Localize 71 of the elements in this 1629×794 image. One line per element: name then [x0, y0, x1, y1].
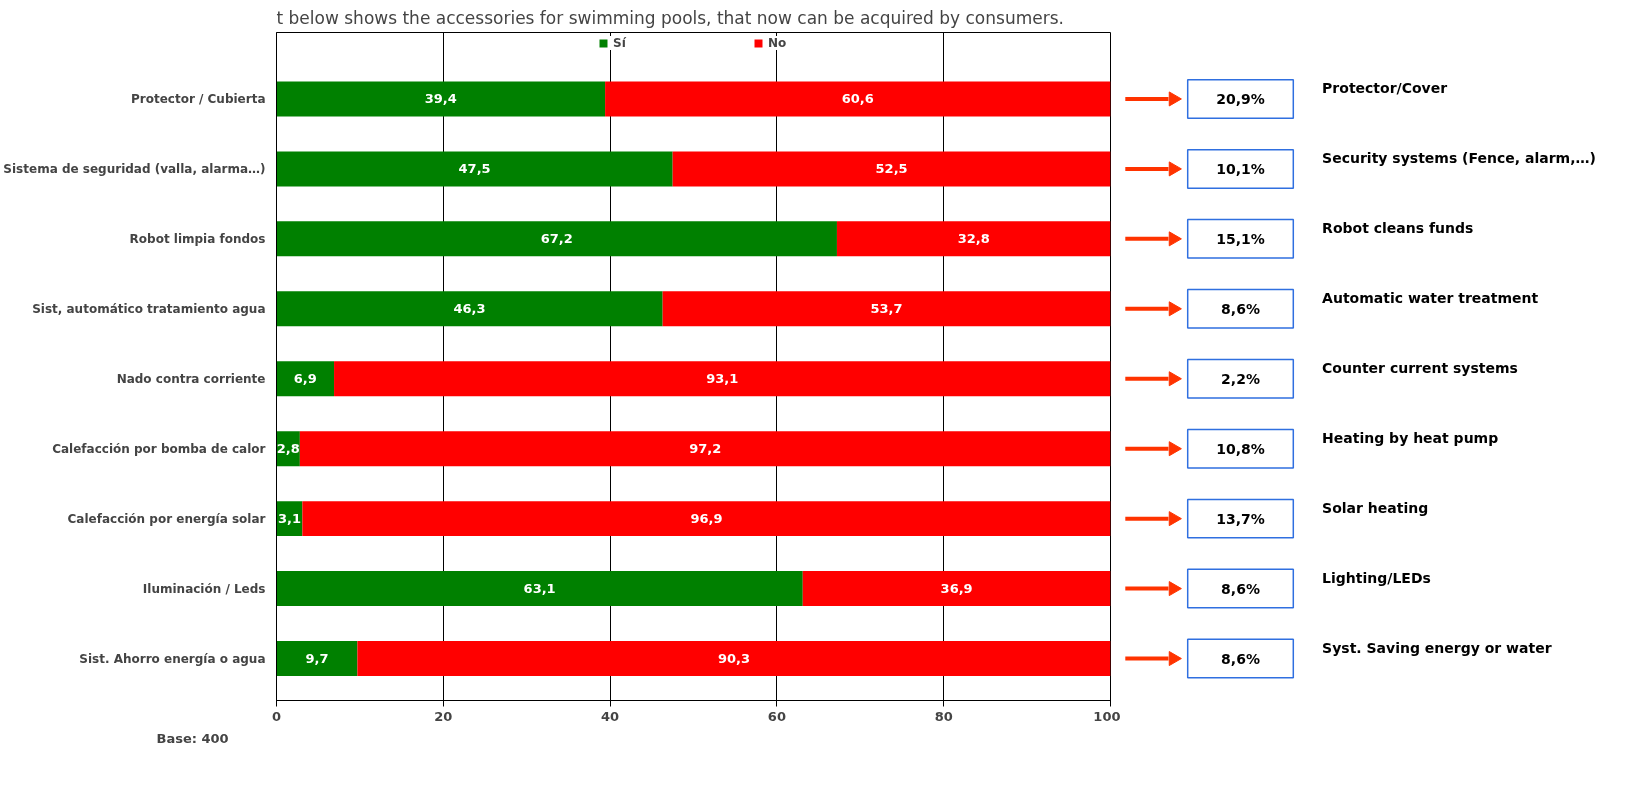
bar	[605, 81, 1111, 117]
bar	[662, 291, 1111, 327]
bar	[302, 501, 1111, 537]
data-label: 96,9	[690, 511, 723, 527]
x-tick-label: 80	[934, 708, 953, 724]
data-label: 93,1	[706, 371, 739, 387]
x-tick-label: 0	[271, 708, 282, 724]
y-tick-label: Iluminación / Leds	[142, 581, 266, 596]
y-tick-label: Sistema de seguridad (valla, alarma…)	[3, 161, 266, 176]
data-label: 46,3	[453, 301, 486, 317]
bar	[276, 151, 673, 187]
text: 8,6%	[1221, 580, 1260, 597]
text: 8,6%	[1221, 300, 1260, 317]
y-tick-label: Sist, automático tratamiento agua	[32, 301, 266, 316]
bar	[672, 151, 1111, 187]
data-label: 47,5	[458, 161, 491, 177]
text: Syst. Saving energy or water	[1322, 640, 1552, 657]
bar	[276, 641, 358, 677]
y-tick-label: Robot limpia fondos	[129, 231, 266, 246]
text: Robot cleans funds	[1322, 220, 1474, 237]
x-tick-label: 60	[767, 708, 786, 724]
data-label: 60,6	[841, 91, 874, 107]
bar	[357, 641, 1111, 677]
data-label: 36,9	[940, 581, 973, 597]
text: 15,1%	[1216, 230, 1265, 247]
data-label: 90,3	[717, 651, 750, 667]
text: 2,2%	[1221, 370, 1260, 387]
bar	[276, 291, 663, 327]
y-tick-label: Nado contra corriente	[116, 371, 266, 386]
data-label: 97,2	[689, 441, 722, 457]
data-label: 6,9	[293, 371, 317, 387]
data-label: 3,1	[277, 511, 301, 527]
bar	[836, 221, 1111, 257]
y-tick-label: Calefacción por energía solar	[67, 511, 266, 526]
text: 13,7%	[1216, 510, 1265, 527]
legend-label: No	[768, 36, 788, 50]
data-label: 63,1	[523, 581, 556, 597]
text: Heating by heat pump	[1322, 430, 1499, 447]
bar	[802, 571, 1111, 607]
text: Lighting/LEDs	[1322, 570, 1431, 587]
data-label: 9,7	[305, 651, 329, 667]
data-label: 2,8	[276, 441, 300, 457]
text: Security systems (Fence, alarm,…)	[1322, 150, 1596, 167]
data-label: 67,2	[540, 231, 573, 247]
legend-label: Sí	[613, 36, 627, 50]
text: 20,9%	[1216, 90, 1265, 107]
x-tick-label: 20	[434, 708, 453, 724]
text: Protector/Cover	[1322, 80, 1448, 97]
bar	[276, 361, 335, 397]
bar	[276, 571, 803, 607]
y-tick-label: Sist. Ahorro energía o agua	[79, 651, 266, 666]
data-label: 39,4	[424, 91, 457, 107]
text: Base: 400	[156, 730, 229, 746]
text: 10,1%	[1216, 160, 1265, 177]
data-label: 53,7	[870, 301, 903, 317]
text: Solar heating	[1322, 500, 1429, 517]
chart-title: t below shows the accessories for swimming pools, that now can be acquired by consumers.	[276, 7, 1064, 28]
bar	[276, 81, 606, 117]
text: 10,8%	[1216, 440, 1265, 457]
x-tick-label: 40	[601, 708, 620, 724]
y-tick-label: Calefacción por bomba de calor	[52, 441, 266, 456]
y-tick-label: Protector / Cubierta	[130, 91, 266, 106]
bar	[334, 361, 1111, 397]
text: 8,6%	[1221, 650, 1260, 667]
data-label: 32,8	[957, 231, 990, 247]
x-tick-label: 100	[1093, 708, 1121, 724]
bar	[276, 221, 837, 257]
bar	[299, 431, 1111, 467]
data-label: 52,5	[875, 161, 908, 177]
text: Counter current systems	[1322, 360, 1518, 377]
text: Automatic water treatment	[1322, 290, 1539, 307]
